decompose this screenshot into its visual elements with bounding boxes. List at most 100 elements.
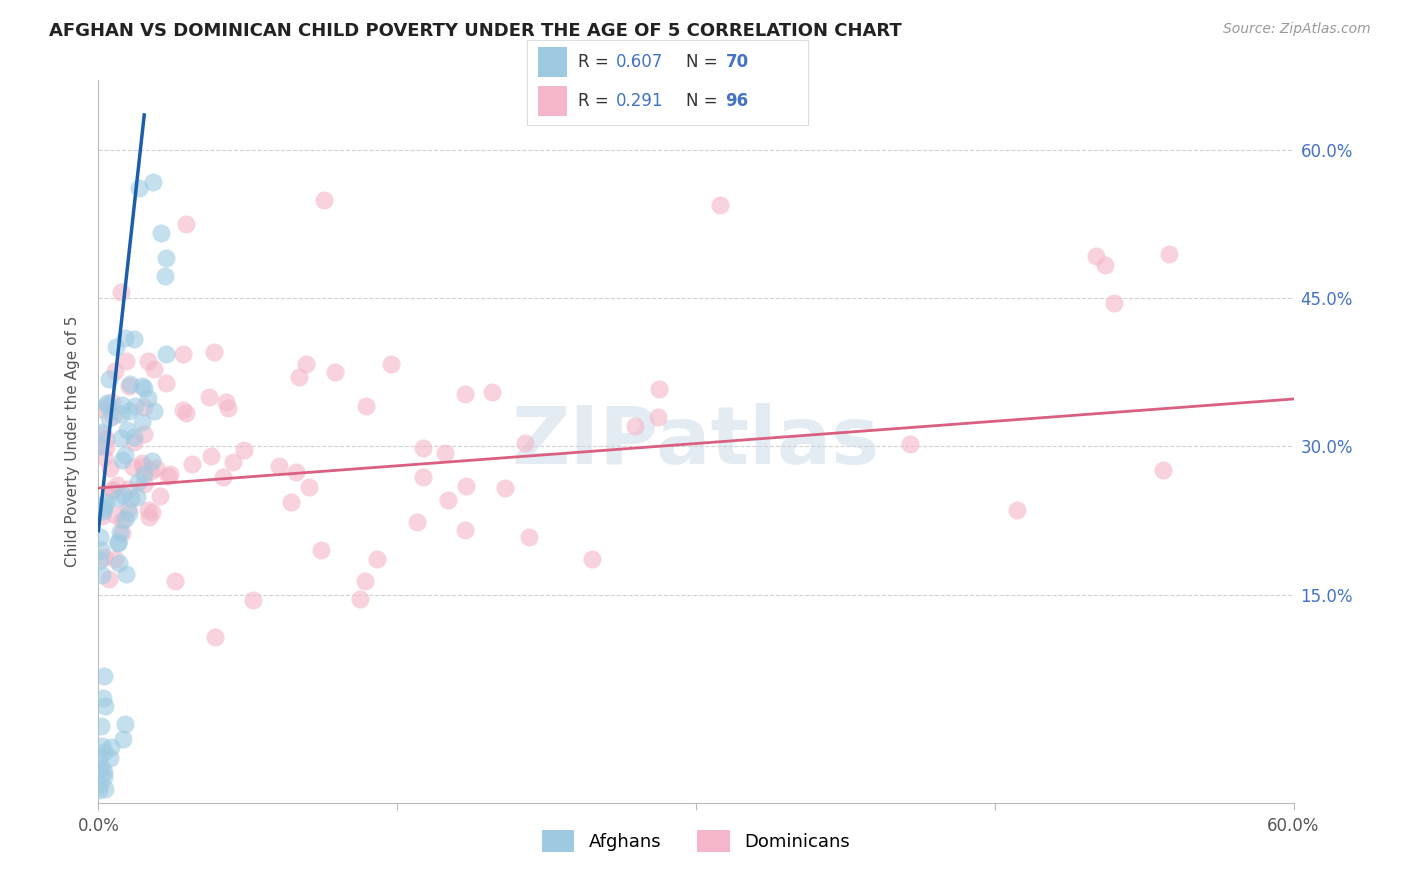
Point [647,409,669,424]
Point [349,591,371,606]
Point [90,719,112,733]
Point [118,377,141,392]
Point [112,732,135,747]
Point [89,439,111,453]
Point [114,449,136,463]
Point [114,511,136,525]
Point [122,430,145,444]
Point [117,482,139,496]
Point [110,432,132,446]
Point [89,777,111,791]
Point [134,467,156,481]
Point [134,381,156,395]
Point [107,536,129,550]
Point [91,498,114,512]
Point [98,411,121,425]
Point [141,505,163,519]
Point [197,390,219,404]
Point [149,226,172,240]
Point [89,763,111,777]
Text: N =: N = [686,92,723,110]
Point [96,433,118,447]
Point [454,523,477,537]
Text: 0.291: 0.291 [616,92,664,110]
Point [93,450,115,464]
Point [98,460,121,475]
Text: N =: N = [686,54,723,71]
Point [494,481,516,495]
Point [280,495,302,509]
Point [90,425,112,439]
Point [107,491,129,505]
Point [94,495,117,509]
Point [481,384,503,399]
Point [89,553,111,567]
Point [122,435,145,450]
Point [436,492,458,507]
Point [117,502,139,516]
Point [709,198,731,212]
Point [142,404,165,418]
Point [1152,463,1174,477]
Point [453,386,475,401]
Point [295,358,318,372]
Legend: Afghans, Dominicans: Afghans, Dominicans [534,822,858,859]
Point [242,592,264,607]
Point [132,400,155,414]
Point [312,193,335,207]
Point [125,491,148,505]
Point [111,399,134,413]
Point [111,453,134,467]
Point [89,530,111,544]
Point [111,513,134,527]
Point [104,508,127,522]
Point [155,269,177,284]
Bar [538,47,567,78]
Point [97,372,120,386]
Point [131,456,153,470]
Text: 96: 96 [725,92,748,110]
Point [380,357,402,371]
Point [311,543,333,558]
Point [898,437,921,451]
Point [131,379,153,393]
Point [353,574,375,588]
Point [433,446,456,460]
Point [155,376,177,390]
Point [143,362,166,376]
Point [91,761,114,775]
Point [93,549,115,564]
Point [145,461,167,475]
Point [134,427,156,442]
Bar [538,86,567,116]
Point [174,218,197,232]
Point [122,332,145,346]
Point [108,524,131,539]
Text: AFGHAN VS DOMINICAN CHILD POVERTY UNDER THE AGE OF 5 CORRELATION CHART: AFGHAN VS DOMINICAN CHILD POVERTY UNDER … [49,22,903,40]
Point [136,354,159,368]
Point [138,510,160,524]
Point [136,392,159,406]
Point [269,458,291,473]
Point [298,480,321,494]
Point [96,396,118,410]
Text: ZIPatlas: ZIPatlas [512,402,880,481]
Point [366,552,388,566]
Point [159,467,181,482]
Point [132,459,155,474]
Point [172,403,194,417]
Point [93,501,115,516]
Point [93,771,115,785]
Point [101,394,124,409]
Point [107,534,129,549]
Point [454,479,477,493]
Point [623,418,645,433]
Point [118,403,141,417]
Point [115,354,138,368]
Point [118,506,141,520]
Point [91,568,114,582]
Point [114,717,136,731]
Point [581,552,603,566]
Point [287,370,309,384]
Point [89,543,111,558]
